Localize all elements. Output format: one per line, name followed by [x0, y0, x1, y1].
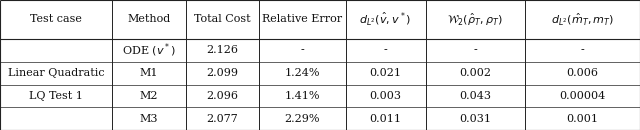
- Text: M3: M3: [140, 114, 158, 124]
- Text: -: -: [474, 45, 477, 55]
- Text: 1.24%: 1.24%: [285, 68, 320, 78]
- Text: M2: M2: [140, 91, 158, 101]
- Text: 0.00004: 0.00004: [559, 91, 605, 101]
- Text: 0.003: 0.003: [370, 91, 402, 101]
- Text: -: -: [301, 45, 304, 55]
- Text: Linear Quadratic: Linear Quadratic: [8, 68, 104, 78]
- Text: Method: Method: [127, 15, 170, 24]
- Text: 1.41%: 1.41%: [285, 91, 320, 101]
- Text: 2.077: 2.077: [207, 114, 238, 124]
- Text: -: -: [580, 45, 584, 55]
- Text: -: -: [384, 45, 387, 55]
- Text: $d_{L^2}(\hat{m}_T, m_T)$: $d_{L^2}(\hat{m}_T, m_T)$: [551, 12, 614, 27]
- Text: 0.006: 0.006: [566, 68, 598, 78]
- Text: 2.29%: 2.29%: [285, 114, 320, 124]
- Text: $\mathcal{W}_2(\hat{\rho}_T, \rho_T)$: $\mathcal{W}_2(\hat{\rho}_T, \rho_T)$: [447, 11, 503, 28]
- Text: 0.021: 0.021: [370, 68, 402, 78]
- Text: 0.002: 0.002: [460, 68, 492, 78]
- Text: Relative Error: Relative Error: [262, 15, 342, 24]
- Text: $d_{L^2}(\hat{v}, v^*)$: $d_{L^2}(\hat{v}, v^*)$: [360, 11, 412, 28]
- Text: Test case: Test case: [30, 15, 82, 24]
- Text: Total Cost: Total Cost: [194, 15, 251, 24]
- Text: 2.096: 2.096: [206, 91, 238, 101]
- Text: 0.011: 0.011: [370, 114, 402, 124]
- Text: 2.126: 2.126: [206, 45, 238, 55]
- Text: ODE $(v^*)$: ODE $(v^*)$: [122, 42, 176, 59]
- Text: 0.031: 0.031: [460, 114, 492, 124]
- Text: 0.001: 0.001: [566, 114, 598, 124]
- Text: M1: M1: [140, 68, 158, 78]
- Text: LQ Test 1: LQ Test 1: [29, 91, 83, 101]
- Text: 0.043: 0.043: [460, 91, 492, 101]
- Text: 2.099: 2.099: [206, 68, 238, 78]
